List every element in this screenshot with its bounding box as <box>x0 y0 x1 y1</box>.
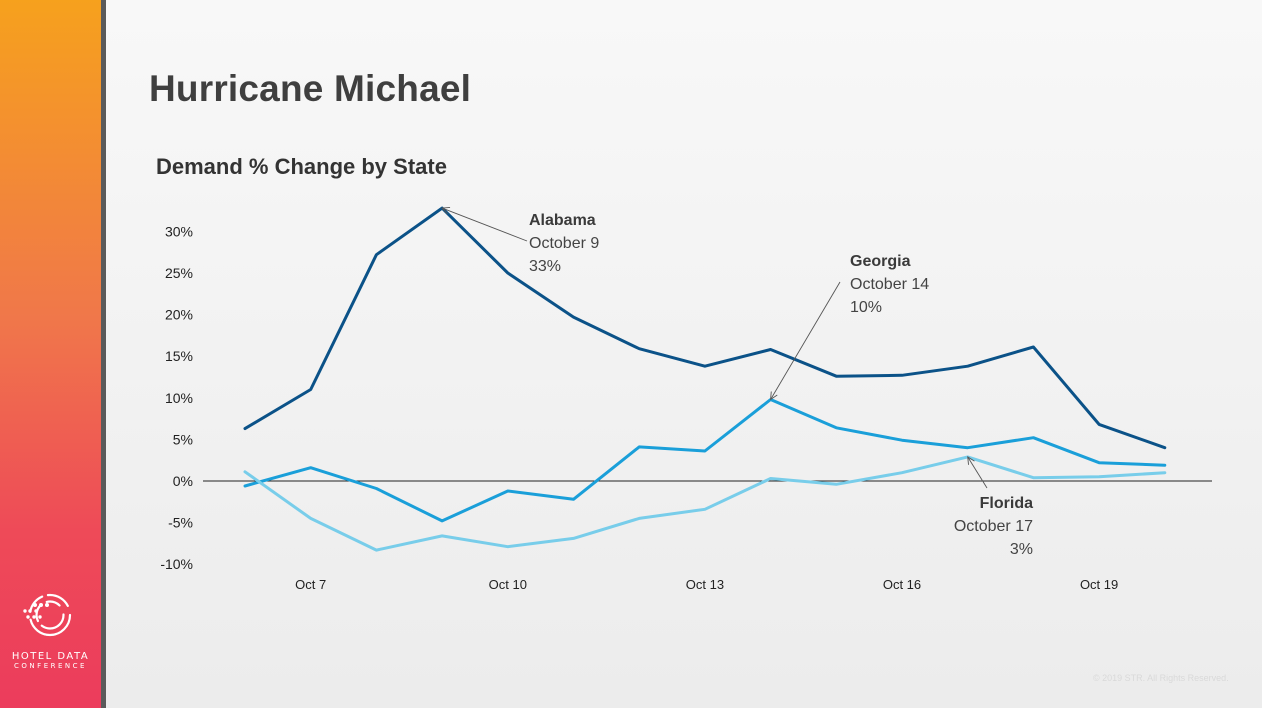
annotation-value-label: 3% <box>1010 541 1033 558</box>
logo-line1: HOTEL DATA <box>11 651 90 662</box>
annotation-leader-line <box>967 456 988 489</box>
annotation-arrowhead <box>967 455 975 465</box>
y-tick-label: -10% <box>160 556 193 572</box>
annotation-name: Florida <box>980 495 1033 512</box>
sidebar-divider <box>101 0 106 708</box>
y-tick-label: 20% <box>165 307 193 323</box>
y-tick-label: 5% <box>173 431 193 447</box>
annotation-leader-line <box>770 281 841 400</box>
y-tick-label: 15% <box>165 348 193 364</box>
x-tick-label: Oct 13 <box>686 577 724 592</box>
annotation-date: October 17 <box>954 518 1033 535</box>
y-tick-label: -5% <box>168 515 193 531</box>
y-tick-label: 10% <box>165 390 193 406</box>
page-title: Hurricane Michael <box>149 68 472 109</box>
x-tick-label: Oct 7 <box>295 577 326 592</box>
series-line-georgia <box>243 398 1167 523</box>
copyright-notice: © 2019 STR. All Rights Reserved. <box>1093 673 1229 683</box>
y-tick-label: 0% <box>173 473 193 489</box>
logo-line2: CONFERENCE <box>14 662 87 670</box>
series-line-florida <box>243 455 1167 552</box>
x-tick-label: Oct 16 <box>883 577 921 592</box>
y-tick-label: 25% <box>165 265 193 281</box>
annotation-arrowhead <box>770 391 778 401</box>
logo-wordmark: HOTEL DATA CONFERENCE <box>0 651 101 671</box>
annotation-arrowhead <box>441 207 451 215</box>
annotation-date: October 9 <box>529 235 599 252</box>
brand-sidebar <box>0 0 101 708</box>
annotation-name: Georgia <box>850 253 911 270</box>
chart-title: Demand % Change by State <box>156 154 447 179</box>
y-tick-label: 30% <box>165 223 193 239</box>
annotation-leader-line <box>441 207 528 242</box>
x-tick-label: Oct 19 <box>1080 577 1118 592</box>
series-line-alabama <box>243 206 1167 450</box>
annotation-date: October 14 <box>850 276 929 293</box>
hotel-data-conference-logo-icon <box>23 593 72 637</box>
annotation-name: Alabama <box>529 212 596 229</box>
annotation-value-label: 33% <box>529 258 561 275</box>
annotation-value-label: 10% <box>850 299 882 316</box>
x-tick-label: Oct 10 <box>489 577 527 592</box>
